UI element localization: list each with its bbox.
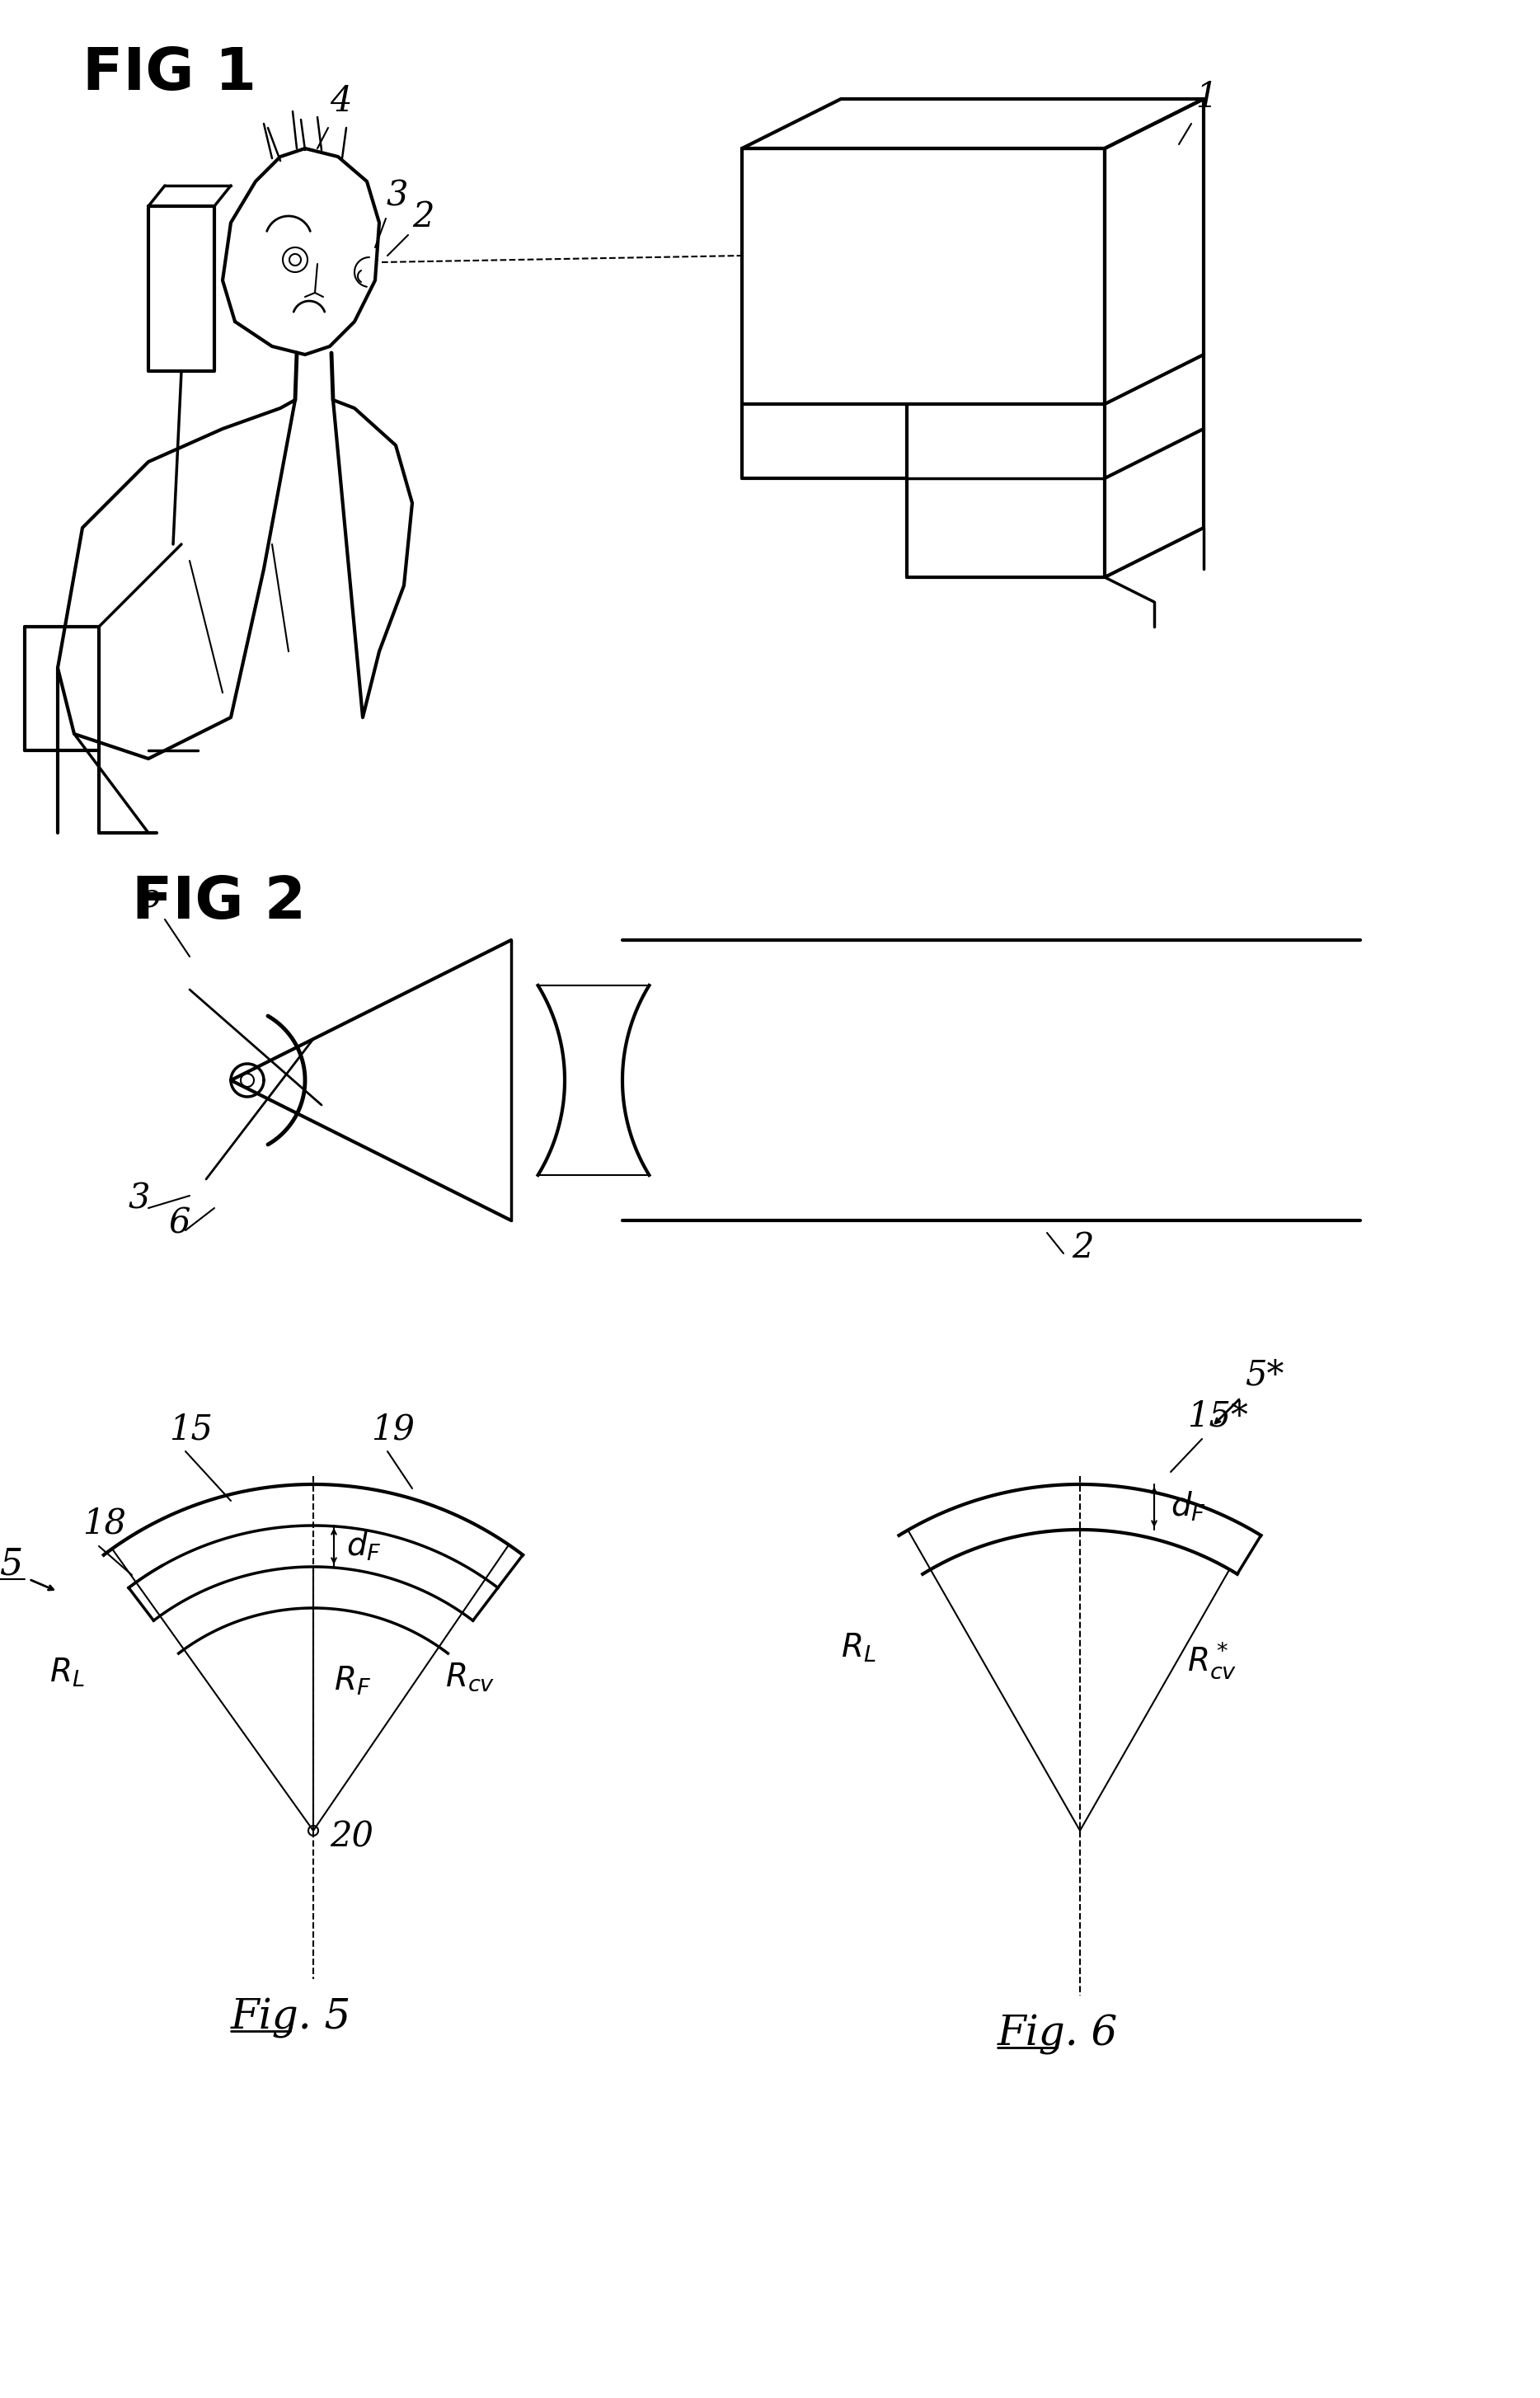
Text: 20: 20 xyxy=(330,1820,374,1854)
Text: 19: 19 xyxy=(371,1412,414,1446)
Text: 15: 15 xyxy=(169,1412,213,1446)
Text: 1: 1 xyxy=(1195,79,1217,115)
Text: 3: 3 xyxy=(128,1180,149,1216)
Text: $R_L$: $R_L$ xyxy=(49,1657,85,1688)
Text: FIG 1: FIG 1 xyxy=(83,46,257,103)
Text: $d_F$: $d_F$ xyxy=(346,1530,382,1563)
Text: 5*: 5* xyxy=(1244,1357,1284,1393)
Text: $d_F$: $d_F$ xyxy=(1170,1489,1206,1523)
Text: 6: 6 xyxy=(169,1206,191,1240)
Text: $R^*_{cv}$: $R^*_{cv}$ xyxy=(1187,1640,1237,1681)
Text: FIG 2: FIG 2 xyxy=(132,875,306,930)
Text: $R_L$: $R_L$ xyxy=(841,1633,876,1664)
Text: $R_F$: $R_F$ xyxy=(334,1664,371,1698)
Text: 18: 18 xyxy=(83,1506,126,1542)
Text: 15*: 15* xyxy=(1187,1400,1247,1434)
Text: 5: 5 xyxy=(0,1547,23,1583)
Text: Fig. 5: Fig. 5 xyxy=(231,1998,351,2038)
Text: 2: 2 xyxy=(413,199,434,235)
Text: 3: 3 xyxy=(387,180,408,213)
Text: 2: 2 xyxy=(1072,1230,1093,1266)
Text: 5: 5 xyxy=(140,880,162,914)
Text: Fig. 6: Fig. 6 xyxy=(998,2014,1118,2055)
Text: 4: 4 xyxy=(330,84,351,120)
Text: $R_{cv}$: $R_{cv}$ xyxy=(445,1662,494,1693)
